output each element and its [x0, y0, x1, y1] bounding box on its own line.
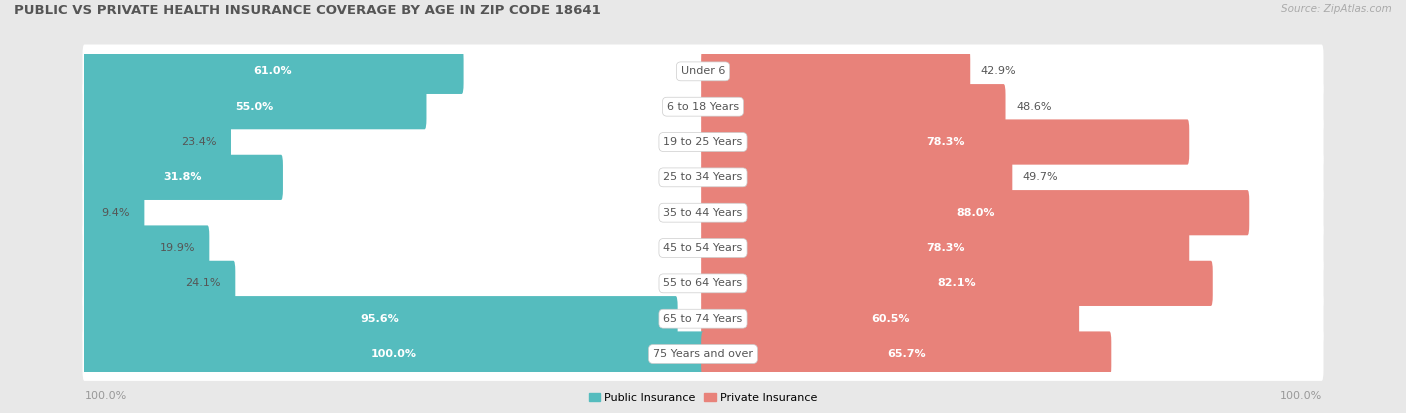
- Text: 55 to 64 Years: 55 to 64 Years: [664, 278, 742, 288]
- Text: 25 to 34 Years: 25 to 34 Years: [664, 172, 742, 183]
- FancyBboxPatch shape: [702, 49, 970, 94]
- Text: 45 to 54 Years: 45 to 54 Years: [664, 243, 742, 253]
- FancyBboxPatch shape: [83, 186, 1323, 240]
- FancyBboxPatch shape: [83, 155, 283, 200]
- Text: 49.7%: 49.7%: [1022, 172, 1059, 183]
- FancyBboxPatch shape: [702, 155, 1012, 200]
- Text: 75 Years and over: 75 Years and over: [652, 349, 754, 359]
- FancyBboxPatch shape: [702, 296, 1080, 341]
- Text: 78.3%: 78.3%: [927, 243, 965, 253]
- Text: PUBLIC VS PRIVATE HEALTH INSURANCE COVERAGE BY AGE IN ZIP CODE 18641: PUBLIC VS PRIVATE HEALTH INSURANCE COVER…: [14, 4, 600, 17]
- Text: 88.0%: 88.0%: [956, 208, 994, 218]
- FancyBboxPatch shape: [83, 190, 145, 235]
- FancyBboxPatch shape: [83, 327, 1323, 381]
- FancyBboxPatch shape: [83, 49, 464, 94]
- FancyBboxPatch shape: [702, 331, 1111, 377]
- Text: 95.6%: 95.6%: [361, 314, 399, 324]
- FancyBboxPatch shape: [83, 256, 1323, 310]
- Text: 100.0%: 100.0%: [371, 349, 416, 359]
- FancyBboxPatch shape: [83, 150, 1323, 204]
- Text: 60.5%: 60.5%: [870, 314, 910, 324]
- Text: 82.1%: 82.1%: [938, 278, 976, 288]
- FancyBboxPatch shape: [702, 190, 1250, 235]
- FancyBboxPatch shape: [702, 225, 1189, 271]
- Text: 78.3%: 78.3%: [927, 137, 965, 147]
- FancyBboxPatch shape: [83, 119, 231, 165]
- Text: 61.0%: 61.0%: [253, 66, 292, 76]
- Text: 6 to 18 Years: 6 to 18 Years: [666, 102, 740, 112]
- Text: Under 6: Under 6: [681, 66, 725, 76]
- Text: Source: ZipAtlas.com: Source: ZipAtlas.com: [1281, 4, 1392, 14]
- FancyBboxPatch shape: [702, 261, 1213, 306]
- FancyBboxPatch shape: [702, 119, 1189, 165]
- FancyBboxPatch shape: [83, 80, 1323, 133]
- FancyBboxPatch shape: [702, 84, 1005, 129]
- FancyBboxPatch shape: [83, 292, 1323, 346]
- FancyBboxPatch shape: [83, 225, 209, 271]
- FancyBboxPatch shape: [83, 84, 426, 129]
- Text: 65 to 74 Years: 65 to 74 Years: [664, 314, 742, 324]
- Text: 100.0%: 100.0%: [84, 391, 127, 401]
- Text: 9.4%: 9.4%: [101, 208, 131, 218]
- FancyBboxPatch shape: [83, 45, 1323, 98]
- Text: 19.9%: 19.9%: [160, 243, 195, 253]
- Text: 35 to 44 Years: 35 to 44 Years: [664, 208, 742, 218]
- Text: 24.1%: 24.1%: [186, 278, 221, 288]
- FancyBboxPatch shape: [83, 115, 1323, 169]
- FancyBboxPatch shape: [83, 261, 235, 306]
- Text: 42.9%: 42.9%: [981, 66, 1017, 76]
- Text: 48.6%: 48.6%: [1017, 102, 1052, 112]
- Text: 31.8%: 31.8%: [163, 172, 202, 183]
- Legend: Public Insurance, Private Insurance: Public Insurance, Private Insurance: [583, 389, 823, 408]
- Text: 65.7%: 65.7%: [887, 349, 925, 359]
- Text: 100.0%: 100.0%: [1279, 391, 1322, 401]
- FancyBboxPatch shape: [83, 331, 704, 377]
- FancyBboxPatch shape: [83, 221, 1323, 275]
- Text: 23.4%: 23.4%: [181, 137, 217, 147]
- FancyBboxPatch shape: [83, 296, 678, 341]
- Text: 55.0%: 55.0%: [235, 102, 274, 112]
- Text: 19 to 25 Years: 19 to 25 Years: [664, 137, 742, 147]
